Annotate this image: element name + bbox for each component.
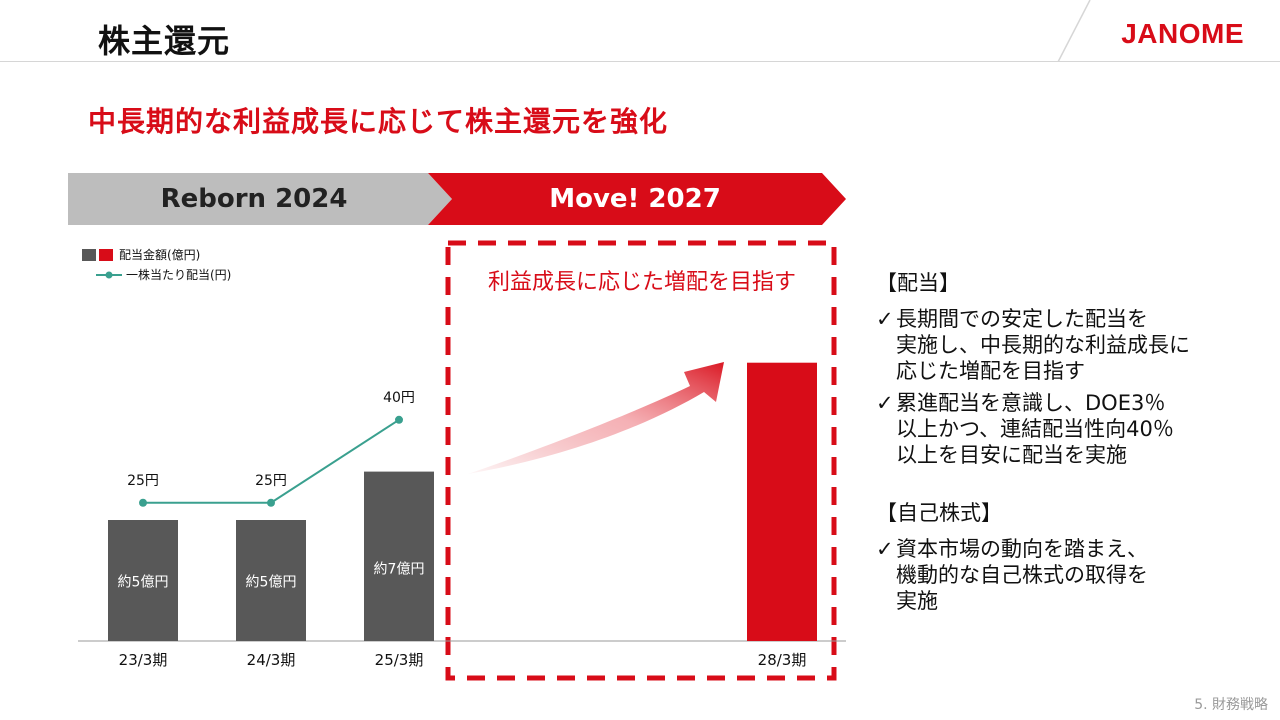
buyback-item-line: 資本市場の動向を踏まえ、 [896, 537, 1148, 561]
legend-red-swatch [99, 248, 113, 261]
bar-2 [364, 471, 434, 641]
header-divider [0, 61, 1280, 62]
dividend-item-line: 以上かつ、連結配当性向40％ [896, 417, 1174, 441]
line-point-0 [139, 498, 147, 507]
line-value-label-2: 40円 [383, 390, 415, 406]
move-target-dashed-box [445, 240, 837, 681]
dividend-item-line: 応じた増配を目指す [896, 359, 1085, 383]
side-panel: 【配当】 ✓ 長期間での安定した配当を 実施し、中長期的な利益成長に 応じた増配を目指… [876, 270, 1256, 620]
phase-move-arrow [428, 173, 846, 225]
dividend-item-line: 以上を目安に配当を実施 [896, 443, 1127, 467]
x-tick-label-3: 28/3期 [758, 651, 807, 669]
legend-gray-swatch [82, 248, 96, 261]
legend-bar-label: 配当金額(億円) [119, 248, 201, 262]
legend-bar: 配当金額(億円) [82, 246, 200, 263]
dividend-item: ✓ 累進配当を意識し、DOE3％ 以上かつ、連結配当性向40％ 以上を目安に配当を実施 [876, 390, 1256, 468]
dividend-item-text: 累進配当を意識し、DOE3％ 以上かつ、連結配当性向40％ 以上を目安に配当を実施 [896, 390, 1174, 468]
phase-reborn-arrow [68, 173, 452, 225]
buyback-item: ✓ 資本市場の動向を踏まえ、 機動的な自己株式の取得を 実施 [876, 536, 1256, 614]
bar-value-label-2: 約7億円 [374, 562, 425, 578]
dividend-heading: 【配当】 [876, 271, 960, 295]
legend-line-swatch [96, 271, 122, 278]
dividend-item-text: 長期間での安定した配当を 実施し、中長期的な利益成長に 応じた増配を目指す [896, 306, 1190, 384]
buyback-item-line: 実施 [896, 589, 938, 613]
buyback-item-line: 機動的な自己株式の取得を [896, 563, 1148, 587]
dividend-item-list: ✓ 長期間での安定した配当を 実施し、中長期的な利益成長に 応じた増配を目指す ✓ 累進配… [876, 306, 1256, 468]
line-value-label-0: 25円 [127, 473, 159, 489]
bar-target [747, 362, 817, 641]
headline: 中長期的な利益成長に応じて株主還元を強化 [88, 105, 669, 138]
header-slash-decoration [1057, 0, 1091, 62]
buyback-item-text: 資本市場の動向を踏まえ、 機動的な自己株式の取得を 実施 [896, 536, 1148, 614]
phase-move-label: Move! 2027 [549, 184, 721, 214]
dividend-item-line: 累進配当を意識し、DOE3％ [896, 391, 1166, 415]
line-value-label-1: 25円 [255, 473, 287, 489]
bar-0 [108, 520, 178, 641]
janome-logo: JANOME [1121, 18, 1244, 49]
line-path [143, 418, 400, 504]
legend-line-label: 一株当たり配当(円) [126, 268, 232, 282]
check-icon: ✓ [876, 537, 894, 561]
line-point-1 [267, 498, 275, 507]
dividend-item-line: 実施し、中長期的な利益成長に [896, 333, 1190, 357]
growth-arrow [468, 362, 724, 474]
check-icon: ✓ [876, 391, 894, 415]
x-tick-label-0: 23/3期 [119, 651, 168, 669]
bar-value-label-1: 約5億円 [246, 575, 297, 591]
growth-annotation: 利益成長に応じた増配を目指す [487, 270, 796, 295]
dividend-item-line: 長期間での安定した配当を [896, 307, 1148, 331]
x-tick-label-2: 25/3期 [375, 651, 424, 669]
buyback-item-list: ✓ 資本市場の動向を踏まえ、 機動的な自己株式の取得を 実施 [876, 536, 1256, 614]
legend-line: 一株当たり配当(円) [96, 266, 231, 283]
line-point-2 [395, 415, 403, 424]
buyback-heading: 【自己株式】 [876, 501, 1002, 525]
page-title: 株主還元 [98, 22, 231, 60]
page-number: 5. 財務戦略 [1194, 697, 1268, 713]
x-tick-label-1: 24/3期 [247, 651, 296, 669]
check-icon: ✓ [876, 307, 894, 331]
dividend-item: ✓ 長期間での安定した配当を 実施し、中長期的な利益成長に 応じた増配を目指す [876, 306, 1256, 384]
phase-reborn-label: Reborn 2024 [160, 184, 348, 214]
bar-value-label-0: 約5億円 [118, 575, 169, 591]
bar-1 [236, 520, 306, 641]
